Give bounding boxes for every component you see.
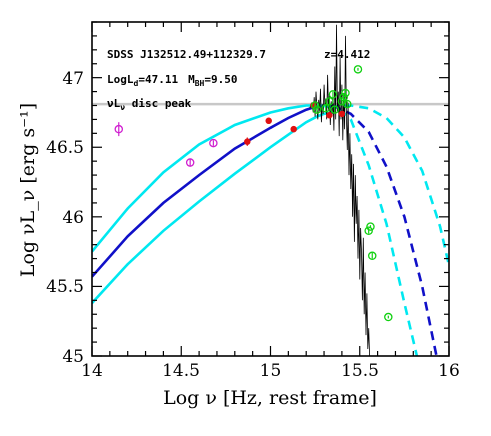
y-tick-label: 45	[62, 347, 84, 367]
data-point-magenta	[114, 124, 124, 134]
x-tick-label: 16	[438, 361, 460, 381]
y-axis-label: Log νL_ν [erg s⁻¹]	[17, 103, 39, 277]
axis-ticks	[91, 21, 450, 357]
model-curve-solid	[92, 112, 325, 304]
data-point-red	[265, 117, 272, 125]
data-point-green	[364, 226, 373, 235]
annotations: SDSS J132512.49+112329.7 z=4.412 LogLd=4…	[107, 48, 370, 112]
data-point-red	[338, 110, 346, 118]
x-tick-labels: 14 14.5 15 15.5 16	[81, 361, 460, 381]
data-point-green	[310, 101, 320, 110]
y-tick-label: 46.5	[46, 138, 84, 158]
data-point-magenta	[185, 158, 195, 167]
disc-luminosity-label: LogLd=47.11 MBH=9.50	[107, 73, 237, 88]
x-axis-label: Log ν [Hz, rest frame]	[163, 387, 377, 409]
data-point-green	[341, 88, 350, 98]
x-tick-label: 15.5	[341, 361, 379, 381]
model-curve-dashed	[329, 104, 449, 266]
data-point-green	[325, 97, 334, 106]
data-point-magenta	[209, 138, 218, 148]
data-point-green	[353, 65, 363, 74]
disc-peak-label: νLν disc peak	[107, 97, 192, 112]
y-tick-label: 47	[62, 69, 84, 89]
data-point-green	[312, 105, 322, 114]
data-point-green	[367, 251, 377, 261]
y-tick-label: 46	[62, 208, 84, 228]
data-point-green	[330, 105, 340, 114]
data-point-red	[244, 138, 251, 145]
x-tick-label: 14	[81, 361, 103, 381]
redshift-label: z=4.412	[324, 48, 370, 61]
data-point-red	[290, 125, 297, 133]
plot-content	[92, 24, 449, 356]
data-point-green	[343, 99, 352, 109]
y-tick-label: 45.5	[46, 277, 84, 297]
x-tick-label: 14.5	[162, 361, 200, 381]
data-point-green	[328, 90, 338, 99]
data-point-green	[321, 104, 331, 113]
data-point-green	[384, 312, 393, 322]
data-point-red	[326, 111, 333, 119]
data-point-green	[366, 222, 375, 231]
plot-area	[92, 24, 449, 356]
data-point-green	[339, 92, 348, 102]
y-tick-labels: 45 45.5 46 46.5 47	[46, 69, 84, 367]
spectrum-line	[309, 24, 371, 356]
model-curve-dashed	[332, 104, 438, 356]
object-name: SDSS J132512.49+112329.7	[107, 48, 266, 61]
x-tick-label: 15	[260, 361, 282, 381]
